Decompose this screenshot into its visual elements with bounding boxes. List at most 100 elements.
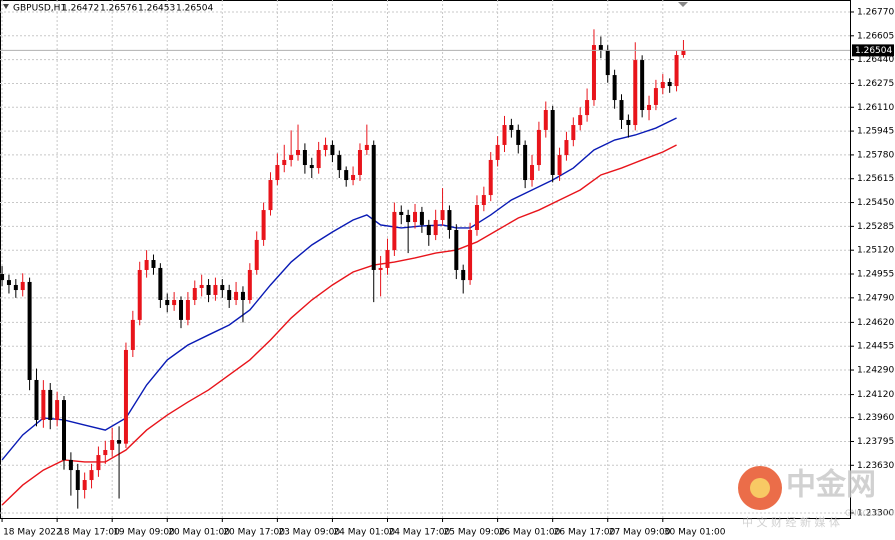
candle-body — [399, 211, 404, 215]
candle-body — [647, 104, 652, 111]
y-tick-label: 1.25945 — [857, 127, 894, 137]
candle-body — [199, 284, 204, 289]
y-tick-label: 1.26605 — [857, 31, 894, 41]
candle-body — [557, 155, 562, 175]
candle-body — [206, 284, 211, 295]
candle-body — [34, 379, 39, 420]
candle-body — [282, 159, 287, 166]
candle-body — [502, 125, 507, 145]
candle-body — [626, 119, 631, 126]
y-tick-label: 1.25780 — [857, 150, 894, 160]
candle-body — [254, 239, 259, 270]
candle-body — [48, 389, 53, 420]
candle-body — [27, 281, 32, 380]
candle-body — [357, 150, 362, 175]
candle-body — [0, 274, 5, 281]
candle-body — [275, 165, 280, 181]
x-tick-label: 25 May 09:00 — [444, 528, 506, 538]
candle-body — [220, 284, 225, 291]
watermark-brand: 中金网 — [786, 468, 876, 503]
candle-body — [89, 470, 94, 481]
y-tick-label: 1.23795 — [857, 437, 894, 447]
y-tick-label: 1.25450 — [857, 198, 894, 208]
candle-body — [440, 210, 445, 221]
y-tick-label: 1.24790 — [857, 293, 894, 303]
candle-body — [137, 269, 142, 320]
watermark-slogan: 中 文 财 经 新 媒 体 — [742, 515, 840, 529]
candle-body — [605, 49, 610, 76]
header-high: 1.26576 — [100, 4, 137, 14]
x-tick-label: 18 May 17:00 — [58, 528, 120, 538]
watermark-logo-inner — [750, 478, 770, 498]
candle-body — [578, 115, 583, 126]
candle-body — [185, 300, 190, 320]
candle-body — [571, 125, 576, 141]
x-tick-label: 24 May 01:00 — [333, 528, 395, 538]
header-close: 1.26504 — [176, 4, 213, 14]
candle-body — [62, 400, 67, 460]
candle-body — [179, 300, 184, 320]
candle-body — [516, 129, 521, 145]
x-tick-label: 26 May 01:00 — [499, 528, 561, 538]
x-tick-label: 26 May 17:00 — [554, 528, 616, 538]
y-tick-label: 1.26440 — [857, 55, 894, 65]
candle-body — [660, 82, 665, 89]
candle-body — [681, 50, 686, 56]
x-tick-label: 27 May 09:00 — [609, 528, 671, 538]
candle-body — [509, 125, 514, 130]
y-tick-label: 1.25615 — [857, 174, 894, 184]
symbol: GBPUSD,H1 — [13, 4, 66, 14]
candle-body — [653, 88, 658, 105]
candle-body — [316, 150, 321, 169]
candle-body — [213, 284, 218, 295]
candle-body — [323, 144, 328, 151]
candle-body — [330, 144, 335, 156]
candle-body — [234, 291, 239, 301]
candle-body — [543, 110, 548, 130]
candle-body — [289, 155, 294, 160]
candle-body — [20, 281, 25, 291]
candle-body — [454, 229, 459, 270]
candle-body — [523, 144, 528, 181]
x-tick-label: 20 May 01:00 — [168, 528, 230, 538]
y-tick-label: 1.25120 — [857, 246, 894, 256]
candle-body — [227, 290, 232, 301]
x-tick-label: 24 May 17:00 — [388, 528, 450, 538]
axis: 1.26770 1.26605 1.26440 1.26275 1.26110 1.259… — [1, 7, 894, 538]
candle-body — [351, 174, 356, 181]
candle-body — [165, 300, 170, 306]
candle-body — [41, 389, 46, 420]
candle-body — [392, 211, 397, 251]
y-tick-label: 1.26275 — [857, 79, 894, 89]
shift-marker — [678, 2, 688, 7]
candle-body — [550, 110, 555, 175]
candle-body — [612, 75, 617, 101]
candle-body — [674, 55, 679, 87]
candle-body — [585, 100, 590, 116]
candle-body — [68, 459, 73, 471]
candle-body — [591, 45, 596, 101]
candle-body — [667, 82, 672, 87]
x-tick-label: 23 May 09:00 — [278, 528, 340, 538]
moving-average — [1, 144, 677, 506]
y-tick-label: 1.24290 — [857, 366, 894, 376]
candle-body — [82, 480, 87, 490]
candle-body — [468, 229, 473, 281]
candle-body — [130, 319, 135, 350]
y-tick-label: 1.24955 — [857, 270, 894, 280]
candle-body — [426, 224, 431, 236]
candle-body — [598, 45, 603, 50]
candle-body — [371, 144, 376, 270]
candle-body — [96, 455, 101, 471]
x-tick-label: 30 May 01:00 — [664, 528, 726, 538]
candle-body — [337, 155, 342, 171]
candle-body — [309, 165, 314, 169]
x-tick-label: 19 May 09:00 — [113, 528, 175, 538]
candle-body — [110, 440, 115, 451]
header-arrow — [3, 4, 9, 9]
price-tag-label: 1.26504 — [855, 46, 892, 56]
plot-frame — [0, 0, 851, 519]
candle-body — [172, 300, 177, 306]
marks — [0, 29, 850, 509]
